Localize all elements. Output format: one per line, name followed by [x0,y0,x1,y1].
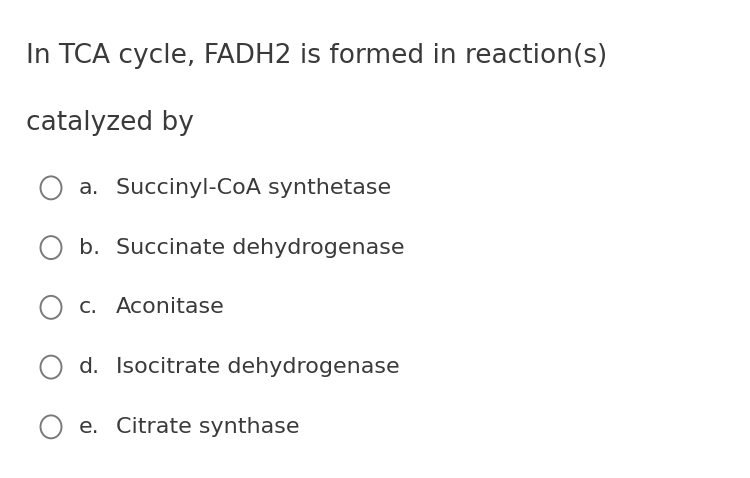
Text: d.: d. [79,357,100,377]
Text: a.: a. [79,178,99,198]
Text: Isocitrate dehydrogenase: Isocitrate dehydrogenase [116,357,400,377]
Text: e.: e. [79,417,99,437]
Text: c.: c. [79,297,98,317]
Text: Succinate dehydrogenase: Succinate dehydrogenase [116,238,405,258]
Text: b.: b. [79,238,100,258]
Text: Aconitase: Aconitase [116,297,225,317]
Text: catalyzed by: catalyzed by [26,110,194,136]
Text: Citrate synthase: Citrate synthase [116,417,300,437]
Text: Succinyl-CoA synthetase: Succinyl-CoA synthetase [116,178,392,198]
Text: In TCA cycle, FADH2 is formed in reaction(s): In TCA cycle, FADH2 is formed in reactio… [26,43,608,69]
